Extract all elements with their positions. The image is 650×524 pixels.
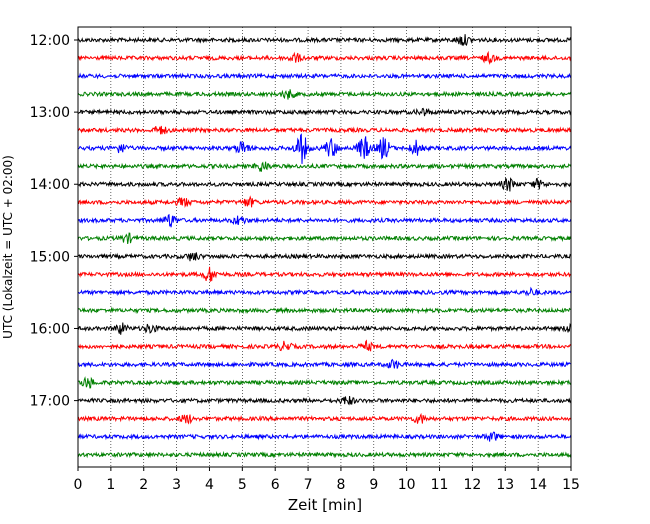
x-tick-label-6: 6 <box>271 477 280 493</box>
trace-1645 <box>77 376 572 389</box>
y-tick-label-2: 14:00 <box>30 177 70 193</box>
trace-1300 <box>77 107 572 117</box>
trace-1345 <box>77 161 572 172</box>
trace-1200 <box>77 34 572 47</box>
trace-1400 <box>77 177 572 192</box>
x-tick-label-2: 2 <box>139 477 148 493</box>
trace-1630 <box>77 358 571 369</box>
trace-layer <box>77 34 572 459</box>
plot-frame <box>77 26 572 468</box>
trace-1430 <box>77 213 572 228</box>
x-tick-label-15: 15 <box>562 477 580 493</box>
x-tick-label-13: 13 <box>496 477 514 493</box>
y-axis-label: UTC (Lokalzeit = UTC + 02:00) <box>1 155 15 339</box>
x-tick-label-10: 10 <box>398 477 416 493</box>
trace-1615 <box>77 339 572 352</box>
y-tick-label-1: 13:00 <box>30 105 70 121</box>
trace-1330 <box>77 133 572 164</box>
x-axis-ticks: 0 1 2 3 4 5 6 7 8 9 10 11 12 13 14 15 <box>74 467 580 493</box>
x-tick-label-3: 3 <box>172 477 181 493</box>
trace-1600 <box>77 322 572 335</box>
x-tick-label-4: 4 <box>205 477 214 493</box>
x-tick-label-7: 7 <box>304 477 313 493</box>
trace-1215 <box>77 50 572 66</box>
y-tick-label-0: 12:00 <box>30 33 70 49</box>
trace-1530 <box>77 286 572 297</box>
trace-1230 <box>77 72 572 80</box>
grid-layer <box>110 27 539 467</box>
x-tick-label-8: 8 <box>336 477 345 493</box>
y-axis-ticks: 12:00 13:00 14:00 15:00 16:00 17:00 <box>30 33 78 410</box>
trace-1500 <box>77 252 572 262</box>
x-tick-label-14: 14 <box>529 477 547 493</box>
trace-1245 <box>77 89 572 100</box>
x-tick-label-11: 11 <box>431 477 449 493</box>
trace-1445 <box>77 232 572 245</box>
trace-1715 <box>77 412 572 425</box>
x-tick-label-5: 5 <box>238 477 247 493</box>
trace-1515 <box>77 266 572 282</box>
trace-1730 <box>77 431 572 442</box>
trace-1415 <box>77 195 572 209</box>
x-axis-label: Zeit [min] <box>288 496 362 514</box>
x-tick-label-1: 1 <box>106 477 115 493</box>
trace-1745 <box>77 450 572 459</box>
y-tick-label-5: 17:00 <box>30 394 70 410</box>
trace-1545 <box>77 306 571 315</box>
trace-1700 <box>77 395 572 406</box>
y-tick-label-3: 15:00 <box>30 249 70 265</box>
x-tick-label-9: 9 <box>369 477 378 493</box>
y-tick-label-4: 16:00 <box>30 321 70 337</box>
trace-1315 <box>77 125 572 135</box>
x-tick-label-12: 12 <box>463 477 481 493</box>
x-tick-label-0: 0 <box>74 477 83 493</box>
